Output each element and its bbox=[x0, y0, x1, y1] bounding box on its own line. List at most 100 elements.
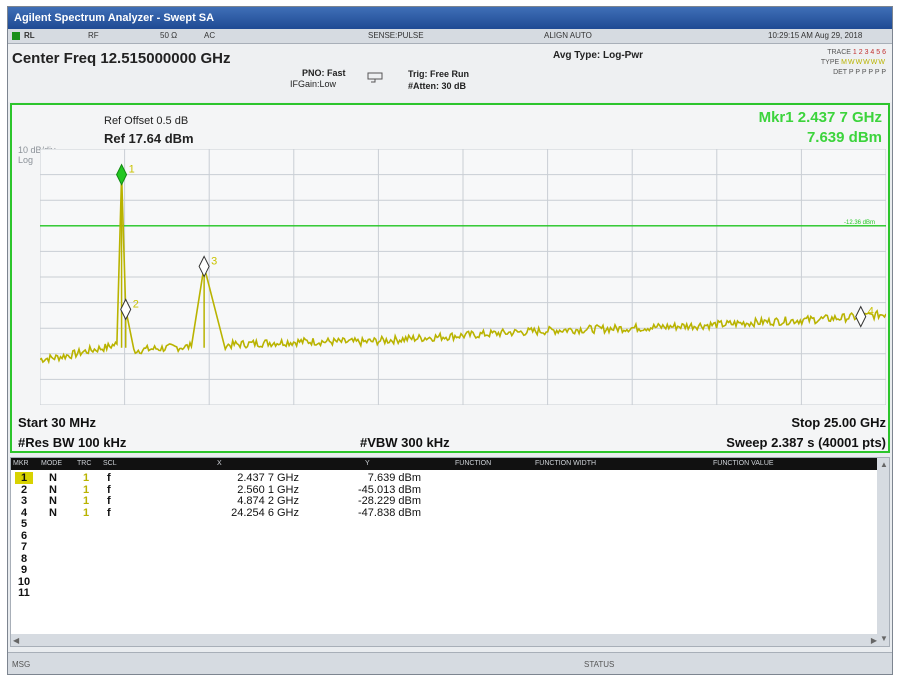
scale-info: 10 dB/div Log bbox=[18, 145, 56, 165]
col-x: X bbox=[217, 460, 222, 467]
table-row[interactable]: 3 N 1 f 4.874 2 GHz -28.229 dBm bbox=[11, 495, 879, 507]
type-label: TYPE bbox=[820, 59, 840, 66]
type-value: MWWWWW bbox=[841, 59, 886, 66]
table-row[interactable]: 1 N 1 f 2.437 7 GHz 7.639 dBm bbox=[11, 472, 879, 484]
table-horizontal-scrollbar[interactable]: ◀ ▶ bbox=[11, 634, 879, 646]
scroll-down-icon[interactable]: ▼ bbox=[880, 634, 888, 643]
scroll-left-icon[interactable]: ◀ bbox=[13, 636, 20, 645]
datetime-label: 10:29:15 AM Aug 29, 2018 bbox=[768, 31, 863, 40]
marker-freq-readout: Mkr1 2.437 7 GHz bbox=[758, 109, 882, 126]
cell-mode: N bbox=[49, 506, 57, 519]
cell-n: 1 bbox=[15, 472, 33, 484]
rf-label: RF bbox=[88, 31, 99, 40]
measurement-header: Center Freq 12.515000000 GHz PNO: Fast I… bbox=[8, 44, 892, 102]
cell-y: -45.013 dBm bbox=[358, 483, 421, 496]
cell-scl: f bbox=[107, 472, 111, 484]
db-div-label: 10 dB/div bbox=[18, 145, 56, 155]
marker-3-label: 3 bbox=[211, 255, 217, 267]
spectrum-analyzer-window: Agilent Spectrum Analyzer - Swept SA RL … bbox=[7, 6, 893, 675]
scroll-right-icon[interactable]: ▶ bbox=[870, 636, 877, 645]
trigger-info: Trig: Free Run #Atten: 30 dB bbox=[408, 68, 469, 92]
cell-y: -47.838 dBm bbox=[358, 506, 421, 519]
marker-table-header: MKR MODE TRC SCL X Y FUNCTION FUNCTION W… bbox=[11, 458, 879, 470]
table-row[interactable]: 9 bbox=[11, 564, 879, 576]
cell-y: 7.639 dBm bbox=[367, 472, 421, 484]
col-function-width: FUNCTION WIDTH bbox=[535, 460, 597, 467]
trace-value: 1 2 3 4 5 6 bbox=[852, 49, 886, 56]
table-row[interactable]: 5 bbox=[11, 518, 879, 530]
ref-offset-label: Ref Offset 0.5 dB bbox=[104, 115, 189, 127]
table-row[interactable]: 10 bbox=[11, 576, 879, 588]
col-scl: SCL bbox=[103, 460, 117, 467]
marker-value-readout: 7.639 dBm bbox=[806, 129, 882, 146]
trace-1-line bbox=[40, 174, 886, 365]
coupling-label: AC bbox=[204, 31, 216, 40]
cell-trc: 1 bbox=[83, 483, 90, 496]
cell-trc: 1 bbox=[83, 506, 90, 519]
marker-2-diamond bbox=[120, 298, 132, 321]
start-freq-label: Start 30 MHz bbox=[18, 415, 97, 430]
scroll-up-icon[interactable]: ▲ bbox=[880, 460, 888, 469]
input-connector-icon bbox=[367, 72, 383, 83]
spectrum-display[interactable]: Ref Offset 0.5 dB Ref 17.64 dBm 10 dB/di… bbox=[10, 103, 890, 453]
marker-1-label: 1 bbox=[129, 164, 135, 176]
table-row[interactable]: 2 N 1 f 2.560 1 GHz -45.013 dBm bbox=[11, 484, 879, 496]
trace-label: TRACE bbox=[827, 49, 851, 56]
col-y: Y bbox=[365, 460, 370, 467]
marker-2-label: 2 bbox=[133, 298, 139, 310]
cell-scl: f bbox=[107, 483, 111, 496]
if-gain-label: IFGain:Low bbox=[290, 79, 337, 89]
marker-4-diamond bbox=[855, 305, 867, 328]
table-row[interactable]: 8 bbox=[11, 553, 879, 565]
trig-label: Trig: Free Run bbox=[408, 69, 470, 79]
bottom-status-bar: MSG STATUS bbox=[8, 652, 892, 674]
table-row[interactable]: 11 bbox=[11, 587, 879, 599]
status-label: STATUS bbox=[584, 660, 615, 669]
atten-label: #Atten: 30 dB bbox=[408, 81, 467, 91]
res-bw-label: #Res BW 100 kHz bbox=[18, 435, 127, 450]
center-freq-readout[interactable]: Center Freq 12.515000000 GHz bbox=[12, 50, 231, 67]
pno-label: PNO: Fast bbox=[302, 68, 346, 78]
source-led-icon bbox=[12, 32, 20, 40]
cell-n: 6 bbox=[20, 529, 28, 542]
limit-line-label: -12.36 dBm bbox=[844, 220, 875, 226]
cell-n: 11 bbox=[18, 587, 30, 599]
cell-x: 2.437 7 GHz bbox=[237, 472, 299, 484]
table-row[interactable]: 6 bbox=[11, 530, 879, 542]
cell-n: 10 bbox=[17, 575, 31, 588]
align-label: ALIGN AUTO bbox=[544, 31, 592, 40]
cell-n: 2 bbox=[20, 483, 28, 496]
col-function-value: FUNCTION VALUE bbox=[713, 460, 774, 467]
det-label: DET bbox=[833, 69, 847, 76]
avg-type-label: Avg Type: Log-Pwr bbox=[553, 50, 643, 61]
sense-label: SENSE:PULSE bbox=[368, 31, 424, 40]
table-row[interactable]: 7 bbox=[11, 541, 879, 553]
table-vertical-scrollbar[interactable]: ▲ ▼ bbox=[877, 458, 889, 646]
stop-freq-label: Stop 25.00 GHz bbox=[791, 415, 886, 430]
det-value: P P P P P P bbox=[848, 69, 886, 76]
col-function: FUNCTION bbox=[455, 460, 492, 467]
rl-label: RL bbox=[24, 31, 35, 40]
impedance-label: 50 Ω bbox=[160, 31, 178, 40]
cell-x: 24.254 6 GHz bbox=[231, 506, 299, 519]
cell-trc: 1 bbox=[83, 472, 90, 484]
spectrum-plot[interactable]: 7.64-2.36-12.4-22.4-32.4-42.4-52.4-62.4-… bbox=[40, 149, 886, 405]
log-scale-label: Log bbox=[18, 155, 34, 165]
cell-mode: N bbox=[49, 495, 57, 507]
cell-x: 4.874 2 GHz bbox=[237, 495, 299, 507]
cell-scl: f bbox=[107, 506, 111, 519]
cell-n: 7 bbox=[20, 541, 28, 553]
trace-summary: TRACE 1 2 3 4 5 6 TYPE MWWWWW DET P P P … bbox=[821, 48, 886, 78]
cell-mode: N bbox=[49, 472, 57, 484]
cell-x: 2.560 1 GHz bbox=[237, 483, 299, 496]
ref-level-label: Ref 17.64 dBm bbox=[104, 131, 194, 146]
cell-scl: f bbox=[107, 495, 111, 507]
marker-4-label: 4 bbox=[868, 306, 874, 318]
cell-n: 9 bbox=[20, 564, 28, 576]
marker-3-diamond bbox=[198, 255, 210, 278]
vbw-label: #VBW 300 kHz bbox=[360, 435, 450, 450]
col-trc: TRC bbox=[77, 460, 92, 467]
col-mode: MODE bbox=[41, 460, 62, 467]
window-title: Agilent Spectrum Analyzer - Swept SA bbox=[8, 7, 892, 29]
table-row[interactable]: 4 N 1 f 24.254 6 GHz -47.838 dBm bbox=[11, 507, 879, 519]
